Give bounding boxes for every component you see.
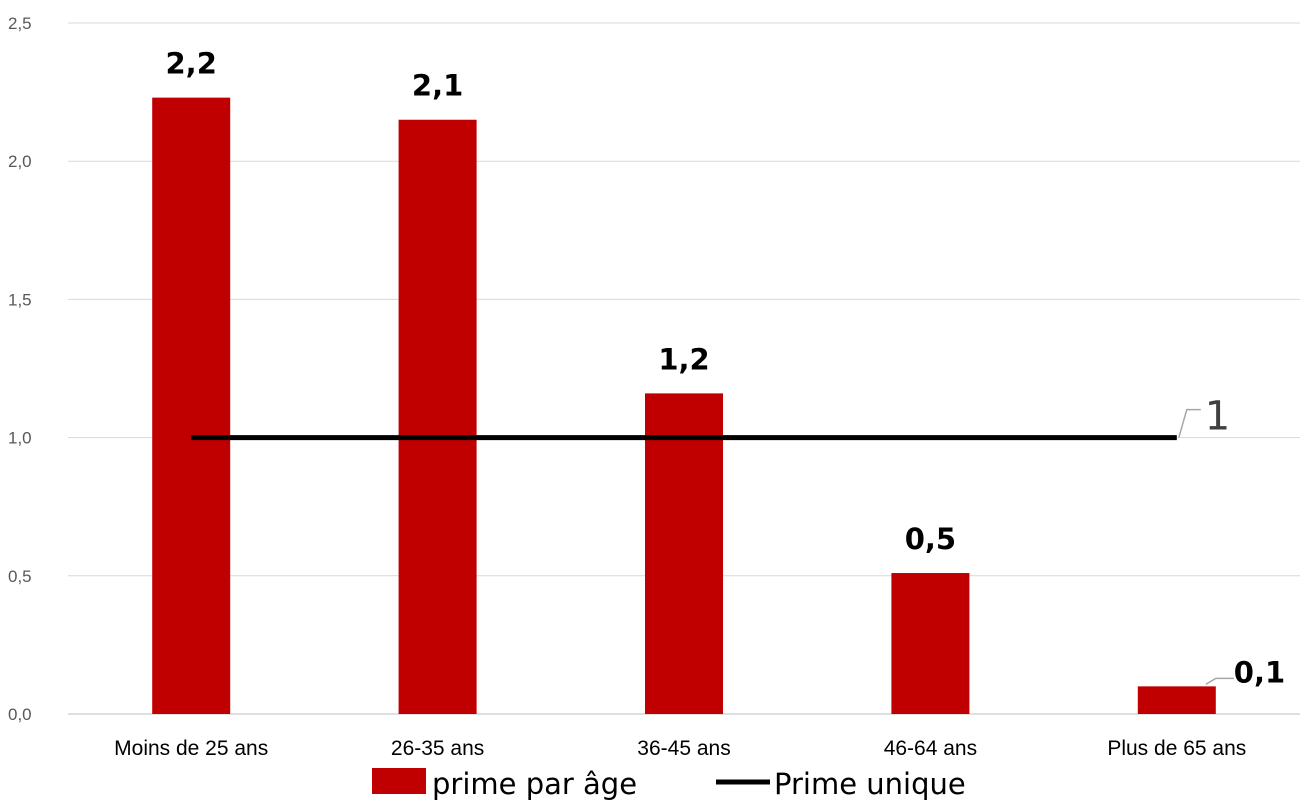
bar [1137, 686, 1216, 714]
data-label: 1,2 [658, 342, 709, 376]
legend: prime par âge Prime unique [372, 767, 966, 801]
bar [645, 393, 723, 714]
data-label: 2,1 [412, 69, 463, 103]
x-category-label: 36-45 ans [637, 737, 730, 760]
prime-unique-line-group: 1 [191, 394, 1230, 441]
bar [891, 573, 970, 714]
x-category-label: 46-64 ans [884, 737, 977, 760]
legend-label-bar: prime par âge [432, 767, 637, 801]
y-tick-label: 2,5 [8, 14, 32, 33]
legend-label-line: Prime unique [774, 767, 966, 801]
data-labels: 2,2 2,1 1,2 0,5 0,1 [166, 47, 1286, 690]
data-label: 0,1 [1234, 655, 1285, 689]
y-tick-label: 2,0 [8, 152, 32, 171]
bars [152, 97, 1216, 715]
x-category-label: Moins de 25 ans [114, 737, 268, 760]
data-label: 0,5 [905, 522, 956, 556]
y-tick-label: 1,0 [8, 429, 32, 448]
data-label: 2,2 [166, 47, 217, 81]
y-tick-label: 0,5 [8, 567, 32, 586]
data-label-leader [1205, 677, 1234, 686]
x-category-label: Plus de 65 ans [1107, 737, 1246, 760]
line-end-label: 1 [1205, 394, 1230, 440]
line-label-leader [1178, 408, 1201, 438]
x-axis-categories: Moins de 25 ans 26-35 ans 36-45 ans 46-64 a… [114, 737, 1246, 760]
legend-swatch-bar [372, 768, 426, 794]
y-axis-ticks: 0,0 0,5 1,0 1,5 2,0 2,5 [8, 14, 32, 724]
bar [398, 119, 477, 715]
y-tick-label: 1,5 [8, 290, 32, 309]
bar [152, 97, 231, 715]
y-tick-label: 0,0 [8, 705, 32, 724]
x-category-label: 26-35 ans [391, 737, 484, 760]
